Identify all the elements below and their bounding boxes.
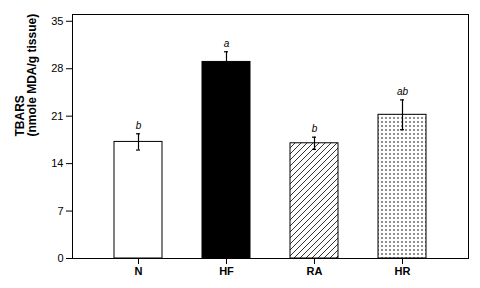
svg-text:a: a xyxy=(224,38,230,49)
svg-text:21: 21 xyxy=(51,110,63,122)
svg-text:b: b xyxy=(312,123,318,134)
svg-text:7: 7 xyxy=(57,205,63,217)
svg-text:ab: ab xyxy=(397,86,409,97)
svg-text:14: 14 xyxy=(51,157,63,169)
svg-text:RA: RA xyxy=(307,265,323,277)
svg-text:28: 28 xyxy=(51,62,63,74)
svg-text:N: N xyxy=(135,265,143,277)
svg-text:35: 35 xyxy=(51,15,63,27)
svg-text:HR: HR xyxy=(395,265,411,277)
svg-text:0: 0 xyxy=(57,252,63,264)
svg-text:b: b xyxy=(136,120,142,131)
svg-text:TBARS(nmole MDA/g tissue): TBARS(nmole MDA/g tissue) xyxy=(13,14,39,137)
svg-text:HF: HF xyxy=(219,265,234,277)
